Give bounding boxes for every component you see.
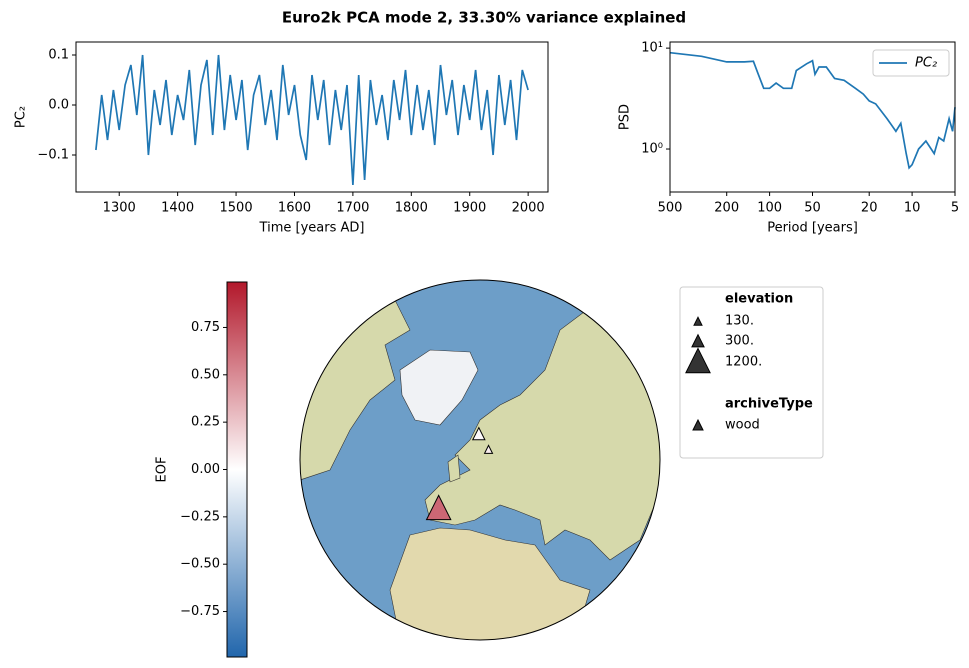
legend-label: PC₂ [915,56,937,71]
x-tick-label: 1900 [453,201,486,216]
x-tick-label: 50 [804,201,821,216]
x-tick-label: 1400 [161,201,194,216]
colorbar-label: EOF [155,457,170,483]
y-axis-label: PC₂ [14,106,29,128]
x-tick-label: 1500 [220,201,253,216]
y-axis-label: PSD [618,104,633,130]
x-axis-label: Period [years] [767,221,858,236]
legend-size-marker [685,347,711,374]
colorbar-tick-label: 0.25 [191,415,220,430]
legend-archive-marker [692,418,704,431]
site-marker [483,444,494,454]
globe-outline [299,279,661,641]
site-marker [471,426,486,441]
x-tick-label: 1800 [395,201,428,216]
x-tick-label: 20 [861,201,878,216]
y-tick-label: −0.1 [37,148,69,163]
legend-label: 130. [725,314,754,329]
x-tick-label: 10 [904,201,921,216]
x-axis-label: Time [years AD] [259,221,365,236]
legend-label: 1200. [725,355,762,370]
data-line [95,54,529,186]
legend-box [872,49,950,77]
globe [299,279,661,641]
map-legend-box [679,286,824,459]
x-tick-label: 1600 [278,201,311,216]
x-tick-label: 500 [658,201,683,216]
x-tick-label: 200 [714,201,739,216]
x-tick-label: 1700 [336,201,369,216]
legend-size-marker [691,333,705,348]
axes-frame [75,41,549,193]
greenland [399,349,479,426]
colorbar [226,281,248,658]
legend-size-marker [693,316,703,326]
x-tick-label: 1300 [103,201,136,216]
colorbar-tick-label: −0.50 [180,557,220,572]
colorbar-tick-label: 0.50 [191,367,220,382]
legend-title: archiveType [725,397,813,412]
data-line [669,51,956,170]
x-tick-label: 2000 [512,201,545,216]
figure-title: Euro2k PCA mode 2, 33.30% variance expla… [282,9,686,27]
colorbar-tick-label: 0.75 [191,320,220,335]
x-tick-label: 100 [757,201,782,216]
x-tick-label: 5 [951,201,959,216]
y-tick-label: 10¹ [641,41,663,56]
uk [447,454,461,483]
axes-frame [669,41,956,193]
y-tick-label: 0.0 [48,98,69,113]
colorbar-tick-label: −0.25 [180,509,220,524]
eurasia [424,299,660,561]
site-marker [425,494,452,521]
y-tick-label: 0.1 [48,48,69,63]
legend-label: 300. [725,334,754,349]
legend-label: wood [725,418,760,433]
legend-title: elevation [725,292,793,307]
colorbar-tick-label: −0.75 [180,604,220,619]
y-tick-label: 10⁰ [641,142,663,157]
colorbar-tick-label: 0.00 [191,462,220,477]
